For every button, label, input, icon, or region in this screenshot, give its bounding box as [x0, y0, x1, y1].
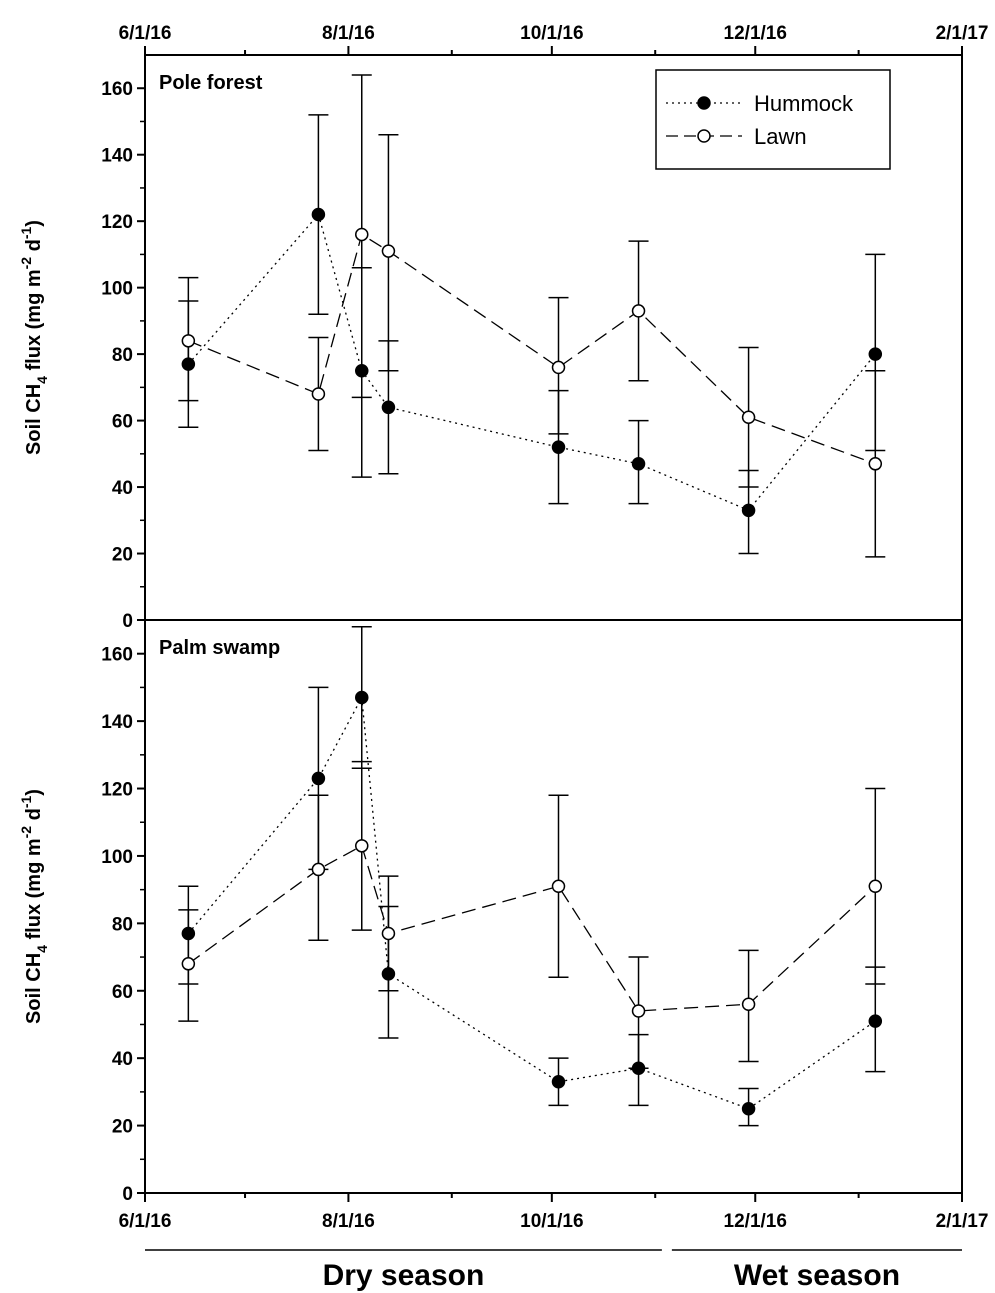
y-axis-title-part: -2 [18, 826, 34, 839]
data-point-hummock [311, 771, 326, 786]
legend-marker [697, 96, 711, 110]
y-axis-title-part: ) [23, 789, 45, 796]
y-tick-label: 40 [112, 478, 133, 499]
y-tick-label: 100 [101, 279, 133, 300]
data-point-hummock [381, 400, 396, 415]
legend-label: Hummock [754, 91, 854, 116]
data-point-hummock [551, 1075, 566, 1089]
y-tick-label: 140 [101, 712, 133, 733]
legend-marker [697, 129, 711, 143]
season-label: Dry season [323, 1259, 485, 1292]
series-hummock [178, 625, 886, 1127]
data-point-hummock [868, 1014, 883, 1028]
series-hummock [178, 114, 886, 555]
y-axis-title-part: 4 [34, 376, 50, 384]
legend: Hummock Lawn [655, 69, 891, 170]
y-axis-title-part: -2 [18, 257, 34, 270]
x-tick-label: 2/1/17 [936, 23, 989, 44]
x-tick-label: 8/1/16 [322, 1211, 375, 1232]
data-point-hummock [741, 503, 756, 518]
x-tick-label: 10/1/16 [520, 23, 583, 44]
y-axis-title-part: ) [23, 220, 45, 227]
data-point-lawn [181, 334, 196, 348]
y-axis-title-part: flux (mg m [23, 269, 45, 376]
y-axis-title-part: flux (mg m [23, 838, 45, 945]
series-line-lawn [188, 233, 876, 465]
y-tick-label: 20 [112, 1117, 133, 1138]
data-point-lawn [741, 410, 756, 425]
data-point-hummock [741, 1101, 756, 1116]
y-tick-label: 120 [101, 780, 133, 801]
series-layer [178, 74, 886, 1127]
y-tick-label: 20 [112, 545, 133, 566]
data-point-lawn [551, 879, 566, 894]
data-point-hummock [355, 690, 369, 705]
data-point-lawn [181, 957, 196, 971]
y-axis-title-part: -1 [18, 795, 34, 808]
data-point-lawn [381, 926, 396, 941]
data-point-lawn [551, 360, 566, 375]
data-point-lawn [741, 997, 756, 1011]
y-tick-label: 0 [122, 611, 133, 632]
panel-label: Palm swamp [159, 637, 280, 659]
data-point-hummock [868, 347, 883, 361]
data-point-lawn [355, 227, 369, 242]
x-tick-label: 12/1/16 [724, 1211, 787, 1232]
y-axis-title-part: d [23, 239, 45, 257]
x-tick-label: 12/1/16 [724, 23, 787, 44]
y-tick-label: 120 [101, 212, 133, 233]
y-axis-title-part: Soil CH [23, 953, 45, 1024]
plot-frames [137, 46, 963, 1251]
y-tick-label: 160 [101, 645, 133, 666]
y-tick-label: 60 [112, 982, 133, 1003]
x-tick-label: 6/1/16 [119, 23, 172, 44]
series-lawn [178, 760, 886, 1070]
y-tick-label: 100 [101, 847, 133, 868]
data-point-lawn [311, 387, 326, 401]
series-line-lawn [187, 844, 876, 1012]
y-tick-label: 60 [112, 412, 133, 433]
season-label: Wet season [734, 1259, 900, 1292]
y-axis-title-part: Soil CH [23, 384, 45, 455]
y-tick-label: 0 [122, 1184, 133, 1205]
plot-frame-2 [144, 619, 963, 1194]
y-axis-title-part: -1 [18, 226, 34, 239]
x-tick-label: 2/1/17 [936, 1211, 989, 1232]
series-line-hummock [187, 695, 876, 1110]
data-point-lawn [631, 1004, 646, 1018]
x-tick-label: 6/1/16 [119, 1211, 172, 1232]
y-tick-label: 80 [112, 345, 133, 366]
data-point-lawn [631, 304, 646, 318]
x-tick-label: 10/1/16 [520, 1211, 583, 1232]
y-axis-title: Soil CH4 flux (mg m-2 d-1) [18, 789, 50, 1024]
data-point-lawn [355, 839, 369, 853]
data-point-lawn [868, 879, 883, 894]
data-point-hummock [631, 457, 646, 471]
x-tick-label: 8/1/16 [322, 23, 375, 44]
y-tick-label: 40 [112, 1049, 133, 1070]
series-lawn [178, 74, 886, 558]
data-point-lawn [381, 244, 396, 258]
y-tick-label: 160 [101, 79, 133, 100]
data-point-hummock [311, 207, 326, 222]
legend-label: Lawn [754, 124, 807, 149]
panel-label: Pole forest [159, 72, 263, 94]
y-axis-title-part: d [23, 808, 45, 826]
data-point-hummock [551, 440, 566, 454]
y-axis-title-part: 4 [34, 945, 50, 953]
data-point-lawn [868, 457, 883, 471]
y-tick-label: 140 [101, 146, 133, 167]
y-tick-label: 80 [112, 914, 133, 935]
data-point-lawn [311, 862, 326, 877]
series-line-hummock [187, 213, 876, 512]
y-axis-title: Soil CH4 flux (mg m-2 d-1) [18, 220, 50, 455]
legend-box [655, 69, 891, 170]
